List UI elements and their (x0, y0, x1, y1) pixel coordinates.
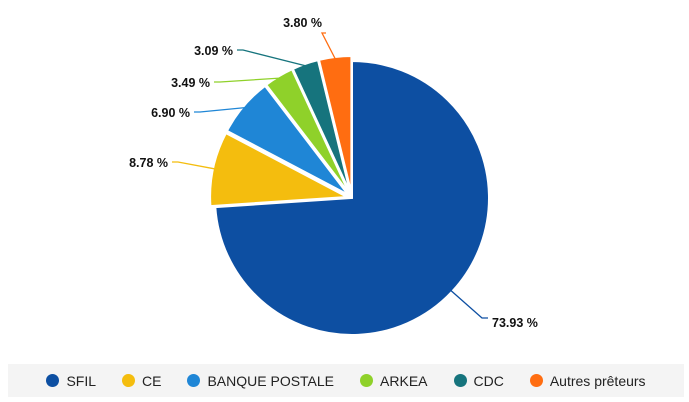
legend-marker-icon (453, 374, 467, 387)
callout-line-autres-preteurs (320, 32, 336, 60)
pie-slice-autres-preteurs[interactable] (317, 55, 353, 194)
legend-label: BANQUE POSTALE (207, 372, 335, 389)
legend-marker-icon (122, 374, 136, 387)
legend-item-cdc[interactable]: CDC (453, 372, 504, 389)
legend-label: CE (142, 372, 162, 389)
pie-slice-cdc[interactable] (291, 58, 352, 194)
legend-item-arkea[interactable]: ARKEA (360, 372, 428, 389)
data-label-banque-postale: 6.90 % (151, 106, 190, 120)
data-label-arkea: 3.49 % (171, 76, 210, 90)
pie-plot-area: 73.93 % 8.78 % 6.90 % 3.49 % 3.09 % 3.80 % (129, 16, 538, 336)
legend-item-ce[interactable]: CE (122, 373, 161, 389)
legend-marker-icon (529, 374, 543, 387)
data-label-sfil: 73.93 % (492, 316, 538, 330)
pie-slice-banque-postale[interactable] (225, 84, 349, 196)
legend-label: SFIL (66, 372, 97, 389)
callout-line-cdc (237, 49, 307, 67)
legend-marker-icon (187, 374, 201, 387)
data-label-ce: 8.78 % (129, 156, 168, 170)
legend-item-autres-preteurs[interactable]: Autres prêteurs (529, 372, 646, 389)
legend-label: ARKEA (380, 372, 428, 389)
data-label-cdc: 3.09 % (194, 44, 233, 58)
legend-item-sfil[interactable]: SFIL (46, 373, 96, 389)
chart-legend: SFIL CE BANQUE POSTALE ARKEA CDC Autres prête… (8, 364, 684, 397)
callout-line-arkea (214, 77, 280, 83)
legend-label: Autres prêteurs (549, 372, 646, 389)
callout-line-sfil (450, 289, 488, 319)
legend-label: CDC (473, 372, 504, 389)
pie-slice-arkea[interactable] (264, 68, 351, 195)
callout-line-ce (172, 161, 216, 170)
legend-item-banque-postale[interactable]: BANQUE POSTALE (187, 373, 334, 389)
legend-marker-icon (360, 374, 374, 387)
legend-marker-icon (46, 374, 60, 387)
callout-line-banque-postale (194, 106, 246, 113)
data-label-autres-preteurs: 3.80 % (283, 16, 322, 30)
